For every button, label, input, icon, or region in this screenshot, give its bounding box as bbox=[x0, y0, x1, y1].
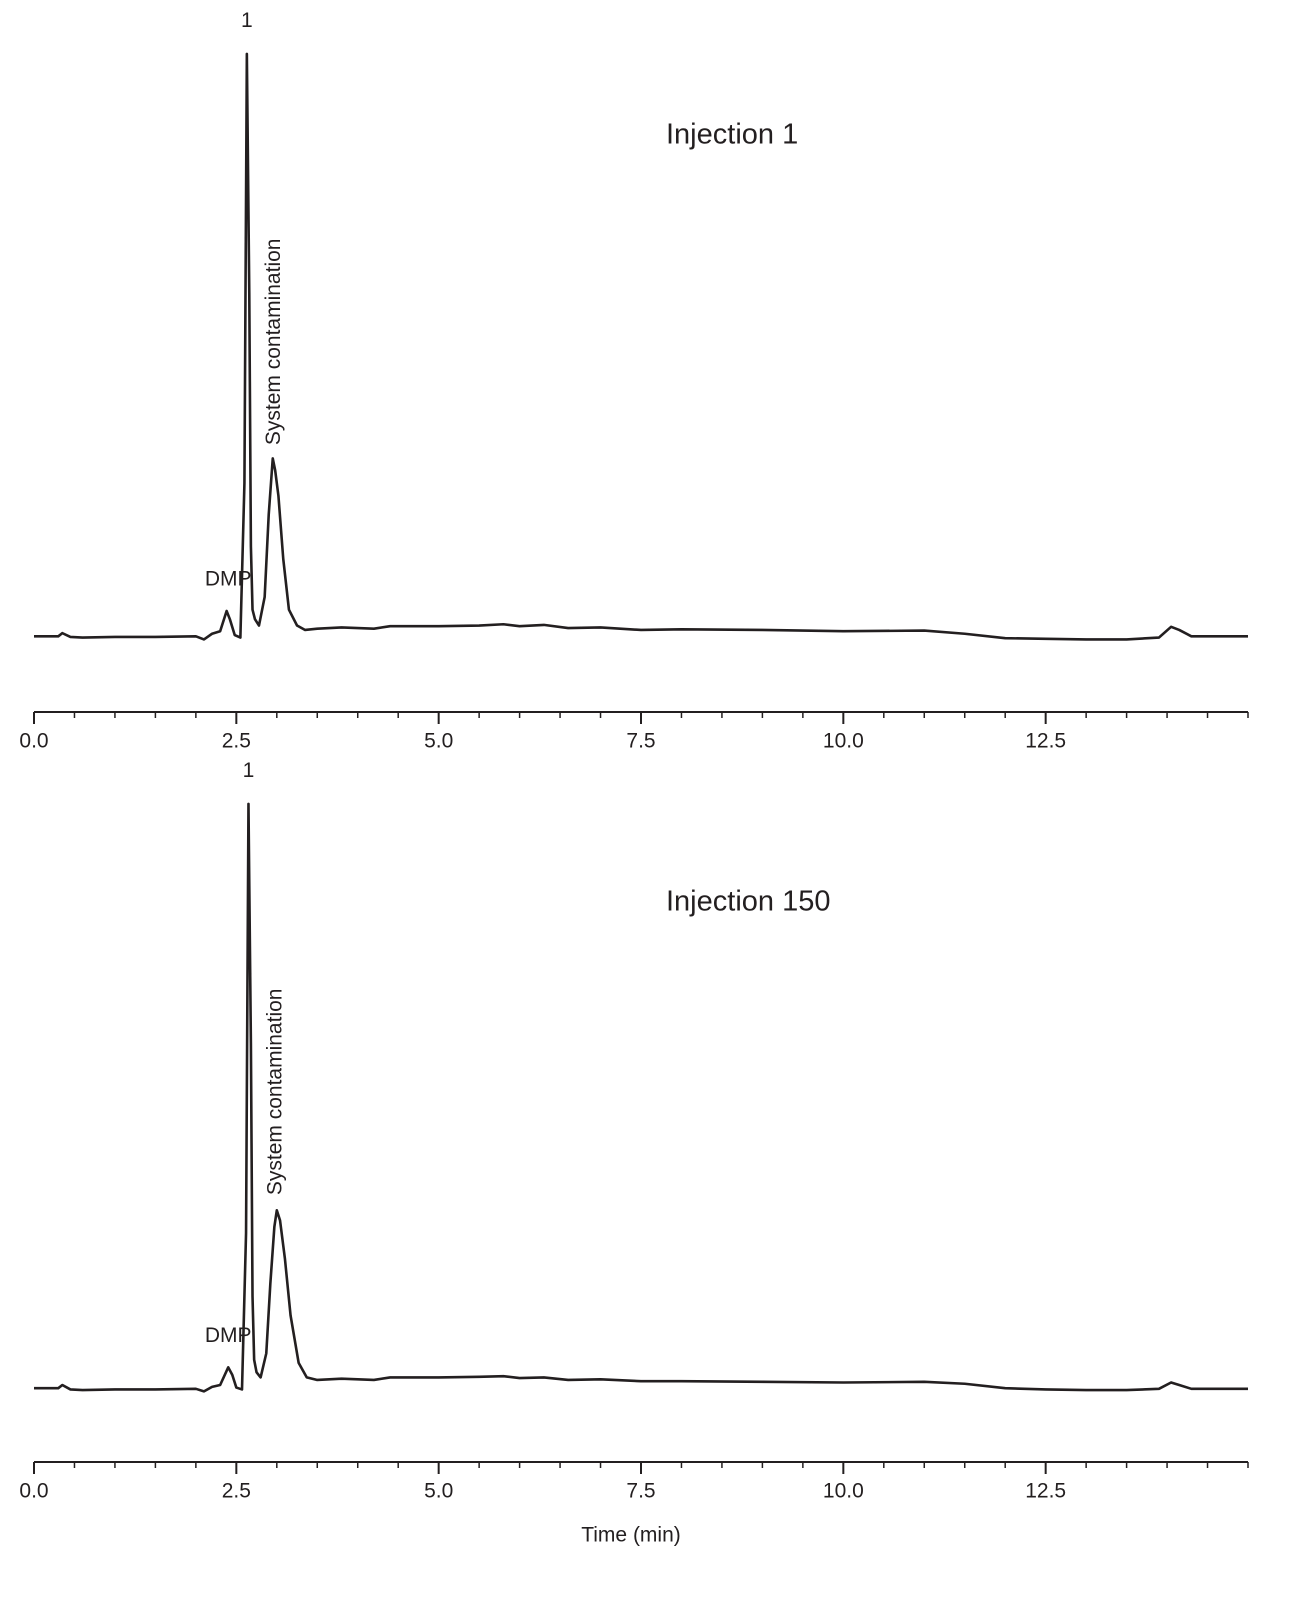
x-tick-label: 2.5 bbox=[222, 730, 251, 753]
peak-annotation: System contamination bbox=[264, 989, 287, 1196]
x-tick-label: 0.0 bbox=[19, 1480, 48, 1503]
x-axis-label: Time (min) bbox=[581, 1524, 681, 1547]
x-tick-label: 12.5 bbox=[1025, 730, 1066, 753]
x-tick-label: 12.5 bbox=[1025, 1480, 1066, 1503]
trace bbox=[34, 52, 1248, 641]
x-tick-label: 10.0 bbox=[823, 1480, 864, 1503]
panel-title: Injection 1 bbox=[666, 119, 798, 151]
x-tick-label: 10.0 bbox=[823, 730, 864, 753]
x-tick-label: 7.5 bbox=[626, 1480, 655, 1503]
trace bbox=[34, 802, 1248, 1393]
peak-annotation: 1 bbox=[243, 759, 255, 782]
x-tick-label: 2.5 bbox=[222, 1480, 251, 1503]
panel-title: Injection 150 bbox=[666, 886, 830, 918]
peak-annotation: DMP bbox=[205, 1324, 252, 1347]
x-tick-label: 5.0 bbox=[424, 730, 453, 753]
peak-annotation: DMP bbox=[205, 568, 252, 591]
peak-annotation: 1 bbox=[241, 9, 253, 32]
peak-annotation: System contamination bbox=[262, 239, 285, 446]
x-tick-label: 7.5 bbox=[626, 730, 655, 753]
x-tick-label: 5.0 bbox=[424, 1480, 453, 1503]
x-tick-label: 0.0 bbox=[19, 730, 48, 753]
